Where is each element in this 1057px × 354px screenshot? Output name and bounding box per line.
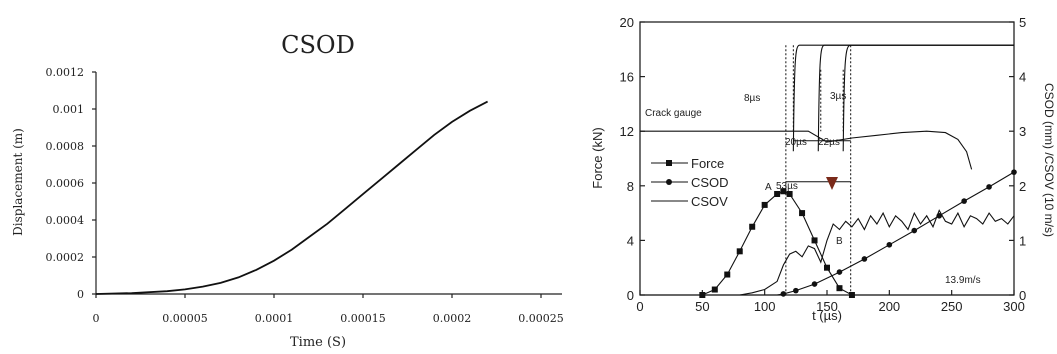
right-y2-ticks: 0 1 2 3 4 5 bbox=[1009, 15, 1026, 303]
csod-marker bbox=[886, 241, 893, 248]
left-x-axis-label: Time (S) bbox=[290, 335, 346, 350]
left-x-tick-label: 0 bbox=[93, 312, 100, 325]
label-20us: 20µs bbox=[785, 137, 807, 148]
label-8us: 8µs bbox=[744, 93, 760, 104]
legend-item-csov: CSOV bbox=[651, 194, 728, 209]
force-marker bbox=[848, 292, 855, 298]
left-x-tick-label: 0.0001 bbox=[255, 312, 294, 325]
force-marker bbox=[736, 248, 743, 255]
right-x-tick-label: 250 bbox=[941, 299, 963, 314]
left-series-line bbox=[95, 100, 489, 295]
right-x-ticks: 0 50 100 150 200 250 300 bbox=[636, 290, 1025, 314]
label-point-a: A bbox=[765, 182, 772, 193]
left-x-tick-label: 0.00025 bbox=[518, 312, 564, 325]
csov-series-line bbox=[640, 209, 1015, 296]
crack-gauge-step bbox=[842, 44, 1014, 152]
legend-force-marker bbox=[666, 160, 672, 166]
csod-chart: CSOD 0 0.00005 0.0001 0.00015 0.0002 0.00025 … bbox=[11, 31, 564, 350]
left-x-tick-label: 0.0002 bbox=[433, 312, 472, 325]
crack-gauge-label: Crack gauge bbox=[645, 108, 702, 119]
right-x-tick-label: 0 bbox=[636, 299, 643, 314]
left-y-tick-label: 0.0008 bbox=[46, 140, 85, 153]
force-marker bbox=[749, 223, 756, 230]
csod-marker bbox=[836, 269, 843, 275]
time-markers bbox=[785, 45, 852, 295]
right-y2-tick-label: 2 bbox=[1019, 179, 1026, 194]
legend-csod-label: CSOD bbox=[691, 175, 729, 190]
left-x-tick-label: 0.00005 bbox=[162, 312, 208, 325]
legend-force-label: Force bbox=[691, 156, 724, 171]
force-marker bbox=[711, 286, 718, 293]
label-point-b: B bbox=[836, 236, 843, 247]
right-y-tick-label: 0 bbox=[627, 288, 634, 303]
left-y-axis-label: Displacement (m) bbox=[11, 128, 25, 236]
crack-gauge-traces bbox=[792, 44, 1014, 152]
left-y-tick-label: 0.0012 bbox=[46, 66, 85, 79]
force-marker bbox=[724, 271, 731, 278]
right-x-tick-label: 150 bbox=[816, 299, 838, 314]
right-y2-tick-label: 5 bbox=[1019, 15, 1026, 30]
right-x-tick-label: 300 bbox=[1003, 299, 1025, 314]
label-53us: 53µs bbox=[776, 181, 798, 192]
force-marker bbox=[780, 188, 787, 195]
right-y2-axis-label: CSOD (mm) /CSOV (10 m/s) bbox=[1042, 83, 1056, 237]
csod-marker bbox=[793, 287, 799, 294]
left-x-tick-label: 0.00015 bbox=[340, 312, 386, 325]
csod-marker bbox=[961, 198, 967, 204]
legend-item-force: Force bbox=[651, 156, 724, 171]
left-y-ticks: 0 0.0002 0.0004 0.0006 0.0008 0.001 0.0012 bbox=[46, 66, 96, 301]
legend-csod-marker bbox=[666, 179, 672, 185]
right-x-axis-label: t (µs) bbox=[812, 308, 842, 323]
force-series-line bbox=[640, 190, 1014, 296]
right-y2-tick-label: 1 bbox=[1019, 233, 1026, 248]
csod-marker bbox=[911, 227, 918, 234]
left-y-tick-label: 0.001 bbox=[53, 103, 85, 116]
force-marker bbox=[836, 285, 843, 292]
left-x-ticks: 0 0.00005 0.0001 0.00015 0.0002 0.00025 bbox=[93, 294, 564, 325]
force-marker bbox=[786, 190, 793, 197]
right-y-axis-label: Force (kN) bbox=[590, 127, 605, 188]
left-chart-title: CSOD bbox=[281, 31, 355, 59]
left-y-tick-label: 0 bbox=[77, 288, 84, 301]
csod-marker bbox=[986, 184, 992, 190]
right-y-tick-label: 12 bbox=[620, 124, 634, 139]
force-marker bbox=[811, 237, 818, 244]
force-marker bbox=[824, 264, 830, 271]
force-marker bbox=[761, 201, 768, 208]
right-x-tick-label: 50 bbox=[695, 299, 709, 314]
left-y-tick-label: 0.0004 bbox=[46, 214, 85, 227]
right-x-tick-label: 200 bbox=[878, 299, 900, 314]
right-y2-tick-label: 0 bbox=[1019, 288, 1026, 303]
csod-marker bbox=[861, 256, 868, 262]
label-velocity: 13.9m/s bbox=[945, 275, 981, 286]
right-y-ticks: 0 4 8 12 16 20 bbox=[620, 15, 645, 303]
right-y-tick-label: 16 bbox=[620, 70, 634, 85]
force-marker bbox=[799, 210, 806, 217]
crack-gauge-step bbox=[817, 44, 1014, 152]
csod-marker bbox=[1011, 169, 1017, 175]
crack-gauge-line bbox=[640, 130, 973, 170]
right-y-tick-label: 20 bbox=[620, 15, 634, 30]
csod-marker bbox=[780, 291, 787, 297]
csod-series-markers bbox=[780, 169, 1017, 297]
right-y-tick-label: 4 bbox=[627, 233, 634, 248]
right-y2-tick-label: 3 bbox=[1019, 124, 1026, 139]
left-y-tick-label: 0.0002 bbox=[46, 251, 85, 264]
right-y-tick-label: 8 bbox=[627, 179, 634, 194]
legend-csov-label: CSOV bbox=[691, 194, 728, 209]
csod-marker bbox=[811, 281, 818, 287]
left-y-tick-label: 0.0006 bbox=[46, 177, 85, 190]
legend: Force CSOD CSOV bbox=[651, 156, 729, 209]
label-3us: 3µs bbox=[830, 91, 846, 102]
right-x-tick-label: 100 bbox=[754, 299, 776, 314]
crack-gauge-step bbox=[792, 44, 1014, 152]
legend-item-csod: CSOD bbox=[651, 175, 729, 190]
force-marker bbox=[774, 190, 781, 197]
label-22us: 22µs bbox=[818, 137, 840, 148]
right-y2-tick-label: 4 bbox=[1019, 70, 1026, 85]
crack-arrow-icon bbox=[826, 177, 838, 190]
